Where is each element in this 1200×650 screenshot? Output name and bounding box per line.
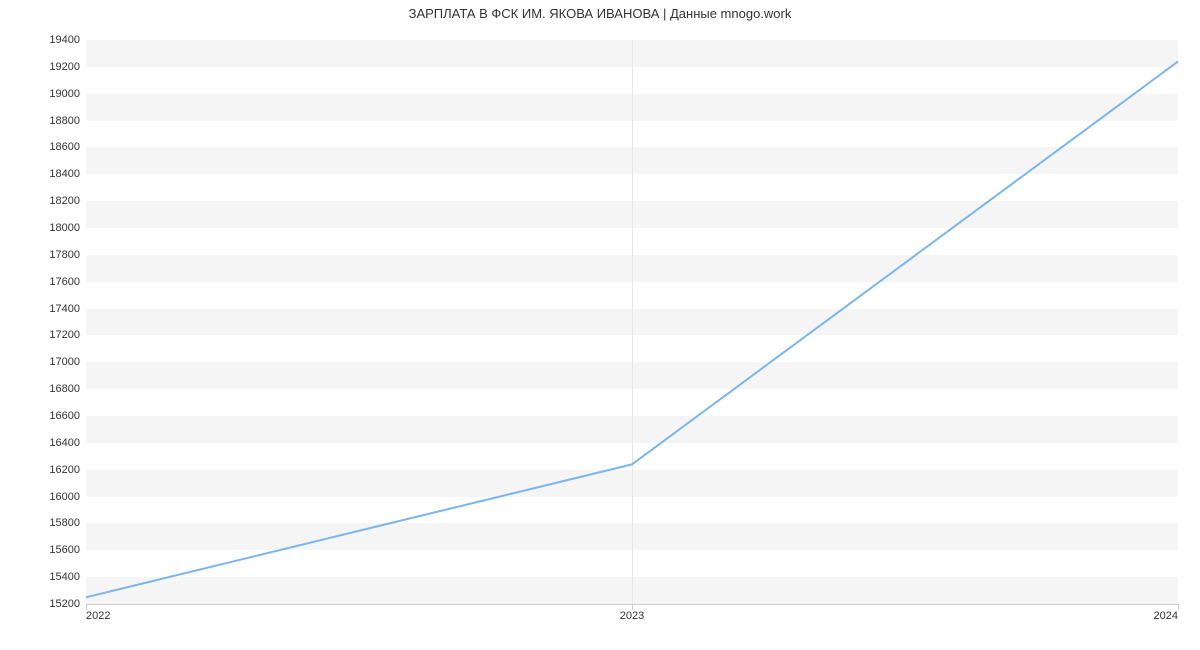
y-tick-label: 18800 [49, 115, 80, 127]
y-tick-label: 19200 [49, 61, 80, 73]
line-series [86, 40, 1178, 604]
y-tick-label: 18200 [49, 195, 80, 207]
y-tick-label: 17200 [49, 329, 80, 341]
y-tick-label: 16600 [49, 410, 80, 422]
y-tick-label: 19400 [49, 34, 80, 46]
y-tick-label: 15400 [49, 571, 80, 583]
x-tick-label: 2023 [620, 610, 644, 622]
series-salary [86, 61, 1178, 597]
y-tick-label: 17800 [49, 249, 80, 261]
chart-container: ЗАРПЛАТА В ФСК ИМ. ЯКОВА ИВАНОВА | Данны… [0, 0, 1200, 650]
y-tick-label: 18400 [49, 168, 80, 180]
plot-area: 1520015400156001580016000162001640016600… [86, 40, 1178, 604]
y-tick-label: 17600 [49, 276, 80, 288]
y-tick-label: 17000 [49, 356, 80, 368]
y-tick-label: 16200 [49, 464, 80, 476]
x-tick-label: 2022 [86, 610, 110, 622]
y-tick-label: 16400 [49, 437, 80, 449]
y-tick-label: 18000 [49, 222, 80, 234]
y-tick-label: 17400 [49, 303, 80, 315]
y-tick-label: 15800 [49, 517, 80, 529]
y-tick-label: 16800 [49, 383, 80, 395]
y-tick-label: 15600 [49, 544, 80, 556]
x-tick-label: 2024 [1154, 610, 1178, 622]
y-tick-label: 19000 [49, 88, 80, 100]
chart-title: ЗАРПЛАТА В ФСК ИМ. ЯКОВА ИВАНОВА | Данны… [0, 6, 1200, 21]
y-tick-label: 18600 [49, 141, 80, 153]
x-tick-mark [1178, 604, 1179, 610]
y-tick-label: 15200 [49, 598, 80, 610]
x-axis-line [86, 604, 1178, 605]
y-tick-label: 16000 [49, 491, 80, 503]
